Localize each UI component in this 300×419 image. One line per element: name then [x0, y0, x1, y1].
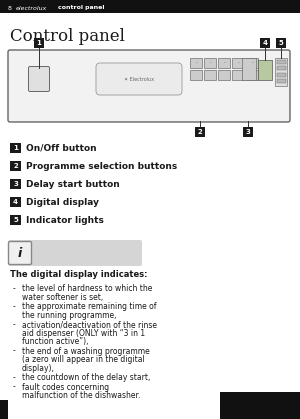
FancyBboxPatch shape — [96, 63, 182, 95]
Bar — [0, 0, 300, 13]
Bar — [10, 215, 21, 225]
Text: aid dispenser (ONLY with “3 in 1: aid dispenser (ONLY with “3 in 1 — [22, 328, 145, 337]
Bar — [277, 80, 286, 83]
Text: ✶ Electrolux: ✶ Electrolux — [124, 77, 154, 82]
Text: 5: 5 — [13, 217, 18, 223]
Text: -: - — [13, 383, 16, 391]
Text: Control panel: Control panel — [10, 28, 125, 45]
Bar — [260, 38, 270, 48]
Text: On/Off button: On/Off button — [26, 143, 97, 153]
Bar — [204, 58, 216, 68]
Text: the approximate remaining time of: the approximate remaining time of — [22, 302, 157, 311]
Text: 2: 2 — [13, 163, 18, 169]
Text: the countdown of the delay start,: the countdown of the delay start, — [22, 373, 150, 382]
Bar — [277, 60, 286, 64]
Text: 3: 3 — [246, 129, 250, 135]
Bar — [10, 143, 21, 153]
Bar — [204, 70, 216, 80]
Text: the end of a washing programme: the end of a washing programme — [22, 347, 150, 355]
Text: -: - — [13, 373, 16, 382]
Text: Delay start button: Delay start button — [26, 179, 120, 189]
Text: the running programme,: the running programme, — [22, 310, 116, 320]
Bar — [218, 58, 230, 68]
Bar — [10, 179, 21, 189]
Bar — [277, 67, 286, 70]
Text: ·: · — [195, 60, 197, 65]
Text: -: - — [13, 284, 16, 293]
FancyBboxPatch shape — [28, 67, 50, 91]
Text: function active”),: function active”), — [22, 337, 88, 346]
Text: Programme selection buttons: Programme selection buttons — [26, 161, 177, 171]
Bar — [195, 127, 205, 137]
Bar — [34, 38, 44, 48]
Text: water softener is set,: water softener is set, — [22, 292, 103, 302]
Text: 1: 1 — [37, 40, 41, 46]
Bar — [277, 73, 286, 77]
Bar — [190, 70, 202, 80]
Text: -: - — [13, 302, 16, 311]
Bar — [10, 161, 21, 171]
Text: activation/deactivation of the rinse: activation/deactivation of the rinse — [22, 320, 157, 329]
Text: 2: 2 — [198, 129, 203, 135]
Text: Indicator lights: Indicator lights — [26, 215, 104, 225]
Text: ·: · — [237, 60, 239, 65]
Text: ·: · — [209, 60, 211, 65]
Text: ·: · — [223, 60, 225, 65]
Text: 1: 1 — [13, 145, 18, 151]
Bar — [258, 60, 272, 80]
Text: the level of hardness to which the: the level of hardness to which the — [22, 284, 152, 293]
Text: 8: 8 — [8, 5, 12, 10]
Bar — [232, 70, 244, 80]
Bar — [275, 58, 287, 86]
Bar — [232, 58, 244, 68]
Bar — [242, 58, 256, 80]
Text: -: - — [13, 347, 16, 355]
Bar — [190, 58, 202, 68]
Text: 4: 4 — [262, 40, 268, 46]
Text: Digital display: Digital display — [26, 197, 99, 207]
FancyBboxPatch shape — [8, 241, 32, 264]
Text: display),: display), — [22, 364, 55, 372]
Text: (a zero will appear in the digital: (a zero will appear in the digital — [22, 355, 145, 364]
Bar — [243, 127, 253, 137]
Bar — [10, 197, 21, 207]
Text: electrolux: electrolux — [16, 5, 47, 10]
Text: fault codes concerning: fault codes concerning — [22, 383, 109, 391]
Bar — [220, 392, 300, 419]
Text: -: - — [13, 320, 16, 329]
Text: 4: 4 — [13, 199, 18, 205]
Text: The digital display indicates:: The digital display indicates: — [10, 270, 148, 279]
Text: ·: · — [251, 60, 253, 65]
FancyBboxPatch shape — [8, 50, 290, 122]
Text: malfunction of the dishwasher.: malfunction of the dishwasher. — [22, 391, 140, 400]
Bar — [0, 400, 8, 419]
Text: control panel: control panel — [58, 5, 104, 10]
Bar — [276, 38, 286, 48]
Bar — [246, 70, 258, 80]
Text: 5: 5 — [279, 40, 283, 46]
Bar — [218, 70, 230, 80]
FancyBboxPatch shape — [8, 240, 142, 266]
Text: i: i — [18, 246, 22, 259]
Bar — [246, 58, 258, 68]
Text: 3: 3 — [13, 181, 18, 187]
